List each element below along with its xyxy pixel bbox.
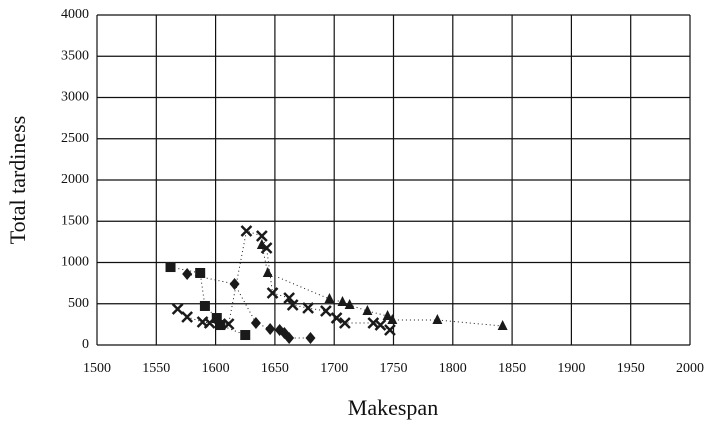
y-tick-label: 2500 bbox=[61, 131, 89, 146]
point bbox=[222, 318, 235, 330]
point bbox=[182, 268, 193, 281]
point bbox=[195, 267, 206, 278]
point bbox=[215, 320, 226, 331]
point bbox=[240, 330, 251, 341]
x-tick-label: 1950 bbox=[617, 361, 645, 376]
point bbox=[284, 331, 295, 344]
point bbox=[305, 331, 316, 344]
x-tick-label: 1650 bbox=[261, 361, 289, 376]
point bbox=[199, 300, 210, 311]
point bbox=[320, 305, 332, 317]
point bbox=[262, 266, 273, 277]
series-line bbox=[177, 230, 391, 331]
point bbox=[337, 296, 348, 307]
point bbox=[324, 292, 335, 303]
y-tick-label: 4000 bbox=[61, 7, 89, 22]
x-tick-label: 1850 bbox=[498, 361, 526, 376]
y-tick-label: 2000 bbox=[61, 172, 89, 187]
point bbox=[330, 312, 343, 324]
x-tick-label: 1500 bbox=[83, 361, 111, 376]
y-tick-label: 0 bbox=[82, 337, 89, 352]
point bbox=[374, 319, 387, 331]
point bbox=[229, 277, 240, 290]
point bbox=[260, 242, 273, 254]
point bbox=[203, 317, 216, 329]
point bbox=[266, 287, 279, 299]
y-tick-label: 1000 bbox=[61, 255, 89, 270]
point bbox=[384, 324, 396, 336]
point bbox=[286, 299, 299, 311]
point bbox=[382, 309, 393, 320]
x-tick-label: 1700 bbox=[320, 361, 348, 376]
y-tick-label: 500 bbox=[68, 296, 89, 311]
y-axis-label: Total tardiness bbox=[5, 116, 30, 245]
x-tick-label: 1800 bbox=[439, 361, 467, 376]
point bbox=[432, 314, 443, 325]
point bbox=[211, 313, 222, 324]
point bbox=[240, 225, 253, 237]
x-axis-label: Makespan bbox=[348, 395, 438, 420]
x-tick-label: 2000 bbox=[676, 361, 704, 376]
point bbox=[181, 311, 194, 323]
point bbox=[362, 305, 373, 316]
y-tick-label: 1500 bbox=[61, 213, 89, 228]
point bbox=[302, 302, 314, 314]
x-tick-label: 1550 bbox=[142, 361, 170, 376]
point bbox=[344, 298, 355, 309]
x-tick-label: 1900 bbox=[557, 361, 585, 376]
point bbox=[283, 292, 296, 304]
point bbox=[387, 314, 398, 325]
y-tick-label: 3000 bbox=[61, 90, 89, 105]
point bbox=[255, 230, 268, 242]
point bbox=[250, 316, 261, 329]
point bbox=[165, 262, 176, 273]
x-tick-label: 1600 bbox=[202, 361, 230, 376]
point bbox=[171, 303, 184, 315]
y-tick-label: 3500 bbox=[61, 48, 89, 63]
point bbox=[265, 322, 276, 335]
point bbox=[338, 317, 351, 329]
x-tick-label: 1750 bbox=[380, 361, 408, 376]
series-line bbox=[261, 244, 503, 327]
point bbox=[497, 320, 508, 331]
